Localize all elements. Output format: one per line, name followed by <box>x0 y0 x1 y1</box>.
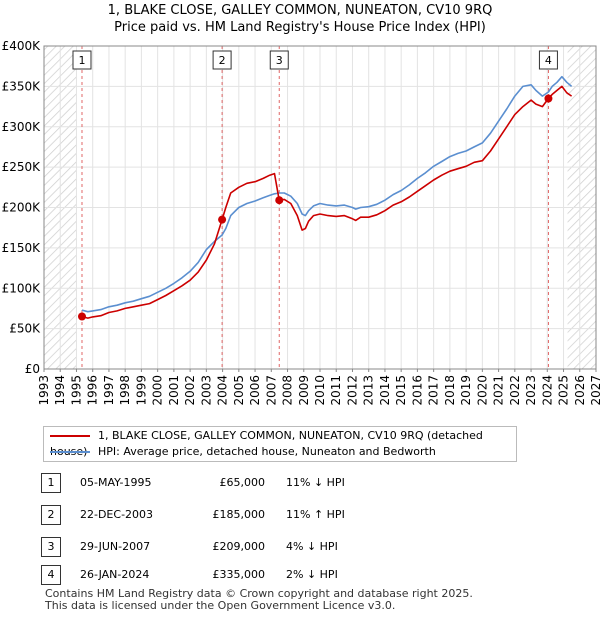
x-tick-label: 2024 <box>540 375 554 406</box>
y-tick-label: £100K <box>2 281 42 295</box>
y-tick-label: £200K <box>2 201 42 215</box>
sale-label-box <box>212 50 232 70</box>
x-tick-label: 2018 <box>443 375 457 406</box>
transaction-row: 4 26-JAN-2024 £335,000 2% ↓ HPI <box>0 565 600 587</box>
x-tick-label: 1995 <box>69 375 83 406</box>
sale-label-number: 3 <box>276 54 283 67</box>
chart-title-line-2: Price paid vs. HM Land Registry's House … <box>114 20 486 35</box>
transaction-price: £209,000 <box>212 540 266 553</box>
x-tick-label: 2019 <box>459 375 473 406</box>
x-tick-label: 2007 <box>264 375 278 406</box>
x-tick-label: 2002 <box>183 375 197 406</box>
y-tick-label: £250K <box>2 160 42 174</box>
x-tick-label: 2021 <box>492 375 506 406</box>
x-tick-label: 2011 <box>329 375 343 406</box>
transaction-row: 1 05-MAY-1995 £65,000 11% ↓ HPI <box>0 473 600 495</box>
x-tick-label: 2005 <box>232 375 246 406</box>
x-tick-label: 2010 <box>313 375 327 406</box>
property-series-line <box>81 85 573 319</box>
x-tick-label: 2027 <box>589 375 600 406</box>
x-tick-label: 2006 <box>248 375 262 406</box>
transaction-price: £65,000 <box>219 476 266 489</box>
transaction-date: 22-DEC-2003 <box>80 508 154 521</box>
y-tick-label: £150K <box>2 241 42 255</box>
x-tick-label: 2003 <box>199 375 213 406</box>
transaction-badge: 3 <box>41 537 61 557</box>
x-tick-label: 2016 <box>410 375 424 406</box>
legend: 1, BLAKE CLOSE, GALLEY COMMON, NUNEATON,… <box>43 426 517 462</box>
legend-item-hpi: HPI: Average price, detached house, Nune… <box>50 444 436 460</box>
x-tick-label: 2020 <box>475 375 489 406</box>
sale-label-number: 4 <box>545 54 552 67</box>
sale-label-box <box>72 50 92 70</box>
transaction-hpi-diff: 4% ↓ HPI <box>286 540 338 553</box>
sale-label-box <box>538 50 558 70</box>
x-tick-label: 2008 <box>281 375 295 406</box>
transaction-row: 2 22-DEC-2003 £185,000 11% ↑ HPI <box>0 505 600 527</box>
sale-label: 1 <box>72 50 92 70</box>
sale-point <box>275 196 284 205</box>
sale-label-box <box>269 50 289 70</box>
x-tick-label: 1994 <box>53 375 67 406</box>
y-tick-label: £0 <box>25 362 40 376</box>
transaction-price: £185,000 <box>212 508 266 521</box>
transaction-hpi-diff: 11% ↓ HPI <box>286 476 345 489</box>
hpi-series-line <box>81 75 573 313</box>
sale-point <box>77 312 86 321</box>
transaction-row: 3 29-JUN-2007 £209,000 4% ↓ HPI <box>0 537 600 559</box>
x-tick-label: 1998 <box>118 375 132 406</box>
y-tick-label: £350K <box>2 79 42 93</box>
x-tick-label: 1997 <box>102 375 116 406</box>
x-tick-label: 2000 <box>151 375 165 406</box>
x-tick-label: 2015 <box>394 375 408 406</box>
x-tick-label: 2004 <box>216 375 230 406</box>
x-tick-label: 2013 <box>362 375 376 406</box>
transaction-badge: 4 <box>41 565 61 585</box>
footer-copyright: Contains HM Land Registry data © Crown c… <box>45 587 473 600</box>
legend-label-hpi: HPI: Average price, detached house, Nune… <box>98 445 436 458</box>
transaction-date: 29-JUN-2007 <box>80 540 151 553</box>
x-tick-label: 1993 <box>37 375 51 406</box>
x-tick-label: 2014 <box>378 375 392 406</box>
y-tick-label: £300K <box>2 120 42 134</box>
x-tick-label: 2026 <box>573 375 587 406</box>
sale-label: 4 <box>538 50 558 70</box>
x-tick-label: 2025 <box>557 375 571 406</box>
price-chart: 1 2 3 4 £0 £50K £100K £150K £200K £250K £300K £350K… <box>2 39 600 406</box>
y-tick-label: £400K <box>2 39 42 53</box>
footer-licence: This data is licensed under the Open Gov… <box>45 599 396 612</box>
x-tick-label: 2001 <box>167 375 181 406</box>
legend-item-property: 1, BLAKE CLOSE, GALLEY COMMON, NUNEATON,… <box>50 428 516 458</box>
transaction-badge: 1 <box>41 473 61 493</box>
sale-label-number: 1 <box>78 54 85 67</box>
sale-label: 2 <box>212 50 232 70</box>
x-tick-label: 2022 <box>508 375 522 406</box>
x-tick-label: 1999 <box>134 375 148 406</box>
x-tick-label: 2012 <box>345 375 359 406</box>
hpi-line-swatch <box>50 451 90 453</box>
transaction-hpi-diff: 11% ↑ HPI <box>286 508 345 521</box>
y-tick-label: £50K <box>9 322 41 336</box>
sale-point <box>544 94 553 103</box>
property-line-swatch <box>50 435 90 437</box>
chart-title-line-1: 1, BLAKE CLOSE, GALLEY COMMON, NUNEATON,… <box>107 3 493 18</box>
x-tick-label: 2017 <box>427 375 441 406</box>
x-tick-label: 1996 <box>86 375 100 406</box>
transaction-price: £335,000 <box>212 568 266 581</box>
sale-label-number: 2 <box>219 54 226 67</box>
sale-point <box>218 215 227 224</box>
transaction-badge: 2 <box>41 505 61 525</box>
transaction-date: 05-MAY-1995 <box>80 476 152 489</box>
transaction-hpi-diff: 2% ↓ HPI <box>286 568 338 581</box>
transaction-date: 26-JAN-2024 <box>80 568 150 581</box>
x-tick-label: 2009 <box>297 375 311 406</box>
sale-label: 3 <box>269 50 289 70</box>
footer: Contains HM Land Registry data © Crown c… <box>45 588 473 612</box>
x-tick-label: 2023 <box>524 375 538 406</box>
